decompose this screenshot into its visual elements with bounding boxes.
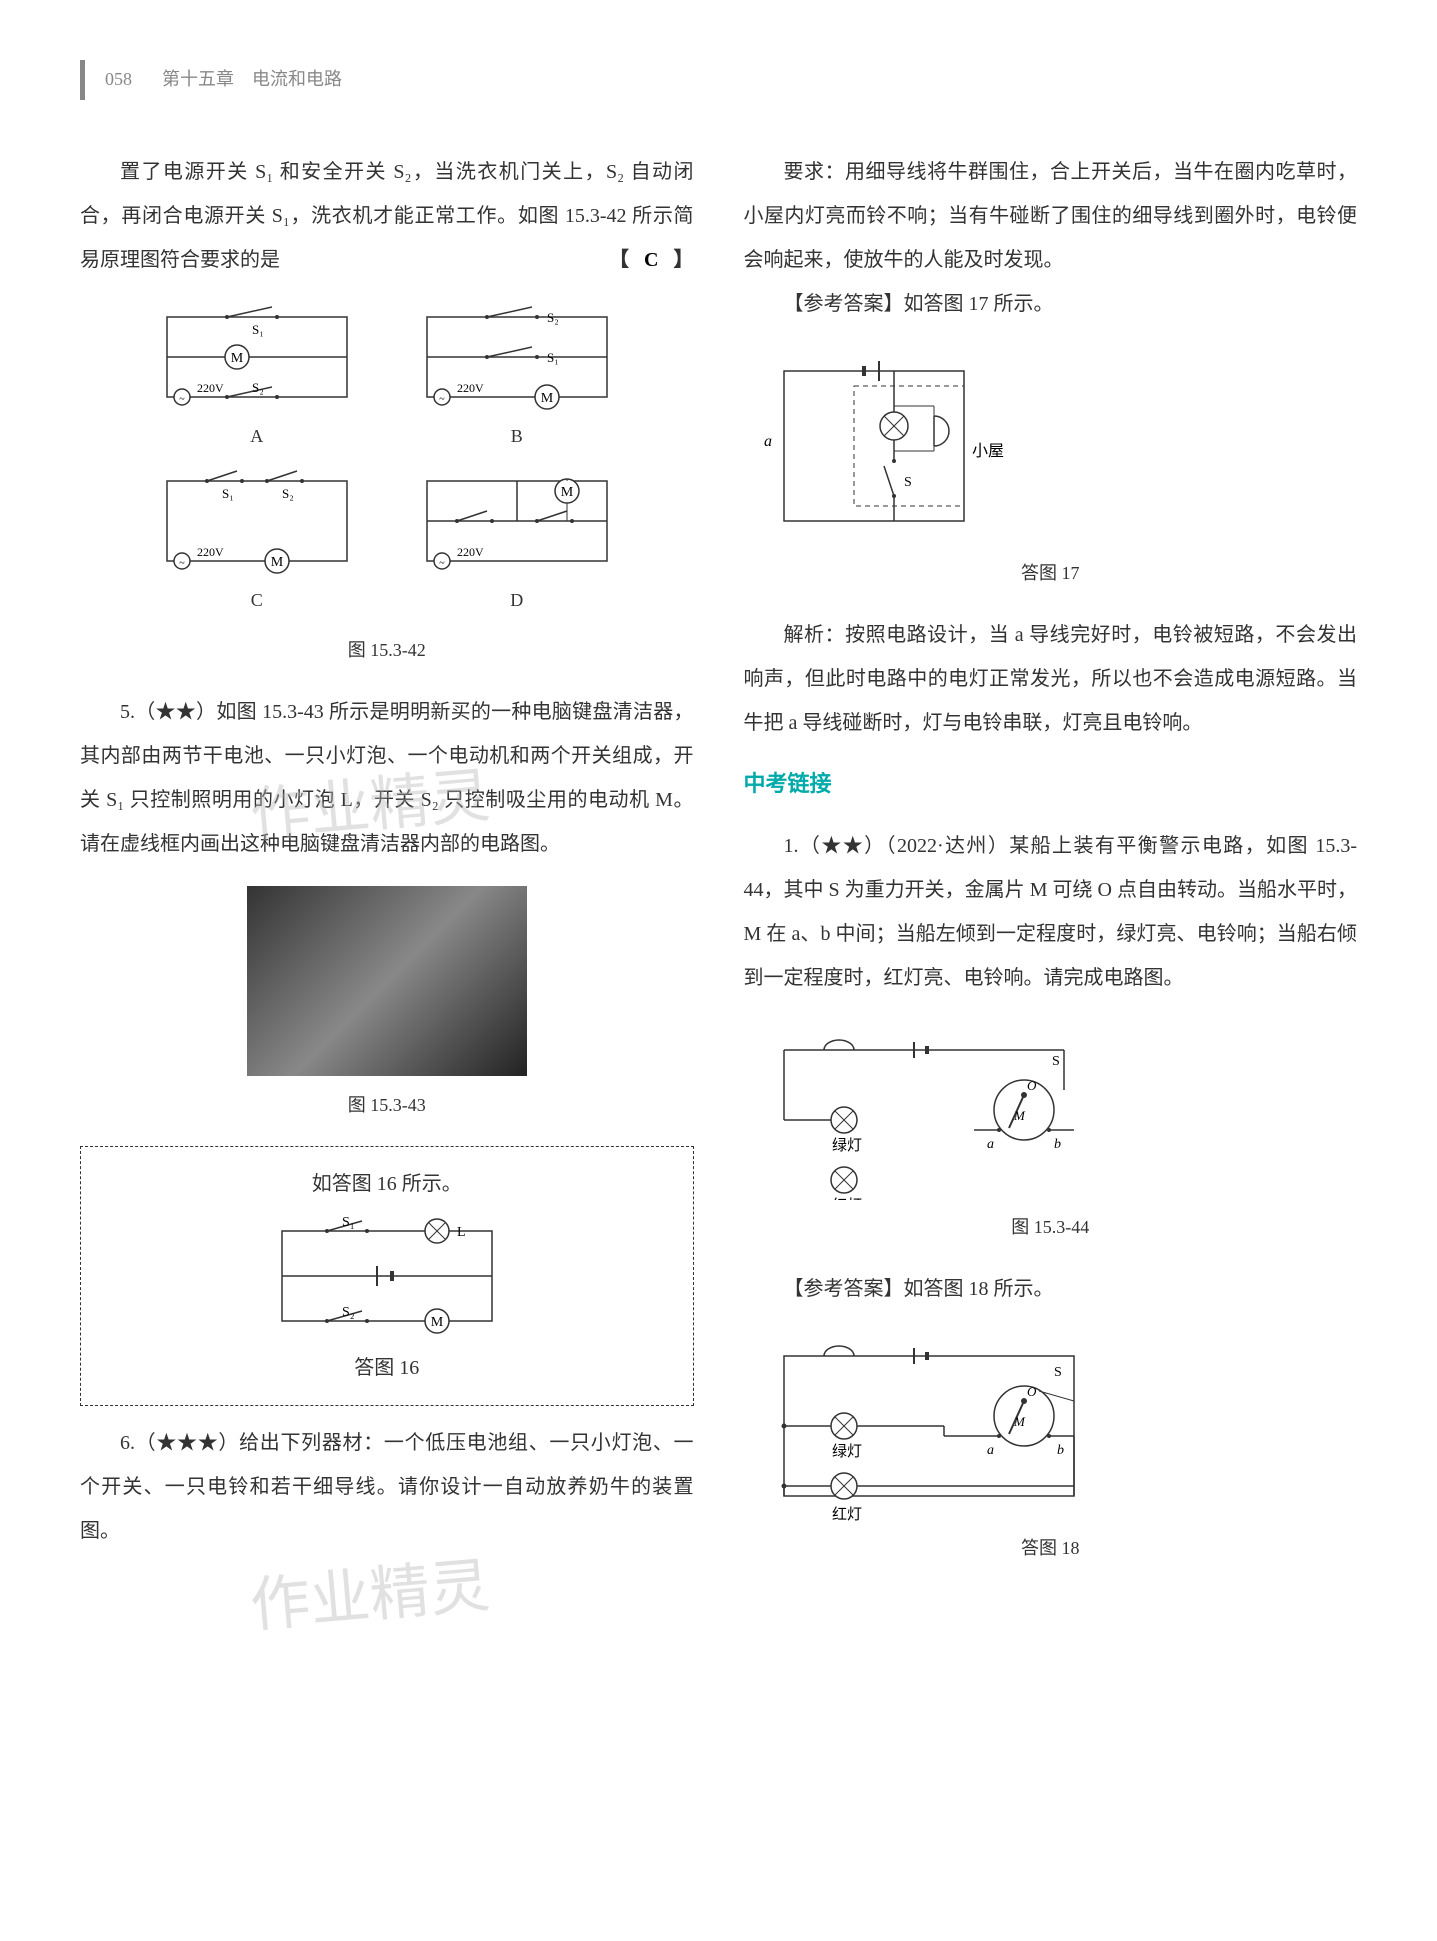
figure-15-3-42: M S₁ S₂ ~ 220V A	[80, 302, 694, 671]
svg-text:M: M	[561, 485, 574, 500]
question-5: 5.（★★）如图 15.3-43 所示是明明新买的一种电脑键盘清洁器，其内部由两…	[80, 690, 694, 866]
option-d-label: D	[407, 581, 627, 621]
svg-text:S₁: S₁	[342, 1215, 355, 1230]
svg-text:~: ~	[439, 394, 445, 405]
svg-text:S₁: S₁	[547, 350, 559, 365]
answer-18-circuit: O M S a b 绿灯 红灯	[744, 1331, 1104, 1521]
circuit-option-c: S₁ S₂ M ~ 220V C	[147, 466, 367, 621]
circuit-option-b: S₂ S₁ M ~ 220V B	[407, 302, 627, 457]
svg-text:S₁: S₁	[252, 322, 264, 337]
svg-text:220V: 220V	[197, 545, 224, 559]
page-number: 058	[105, 60, 132, 100]
svg-text:O: O	[1027, 1078, 1037, 1093]
answer-18-figure: O M S a b 绿灯 红灯	[744, 1331, 1358, 1569]
answer-letter: C	[644, 249, 658, 271]
svg-text:S₁: S₁	[222, 486, 234, 501]
q4-continuation: 置了电源开关 S₁ 和安全开关 S₂，当洗衣机门关上，S₂ 自动闭合，再闭合电源…	[80, 150, 694, 282]
answer-16-caption: 答图 16	[96, 1346, 678, 1390]
circuit-c-svg: S₁ S₂ M ~ 220V	[147, 466, 367, 576]
circuit-b-svg: S₂ S₁ M ~ 220V	[407, 302, 627, 412]
svg-text:a: a	[764, 433, 772, 450]
figure-15-3-43: 图 15.3-43	[80, 886, 694, 1126]
left-column: 置了电源开关 S₁ 和安全开关 S₂，当洗衣机门关上，S₂ 自动闭合，再闭合电源…	[80, 150, 694, 1589]
answer-17-figure: 小屋 S a 答图 17	[744, 346, 1358, 594]
svg-text:红灯: 红灯	[832, 1197, 862, 1200]
chapter-title: 第十五章 电流和电路	[162, 60, 342, 100]
svg-text:S₂: S₂	[282, 486, 294, 501]
svg-text:S₂: S₂	[252, 380, 264, 395]
answer-17-circuit: 小屋 S a	[744, 346, 1024, 546]
option-c-label: C	[147, 581, 367, 621]
figure-44-caption: 图 15.3-44	[744, 1208, 1358, 1248]
analysis-text: 解析：按照电路设计，当 a 导线完好时，电铃被短路，不会发出响声，但此时电路中的…	[744, 613, 1358, 745]
svg-text:~: ~	[439, 558, 445, 569]
svg-text:M: M	[1013, 1108, 1026, 1123]
svg-text:220V: 220V	[197, 381, 224, 395]
answer-17-caption: 答图 17	[744, 554, 1358, 594]
svg-text:绿灯: 绿灯	[832, 1137, 862, 1154]
circuit-option-d: M ~ 220V D	[407, 466, 627, 621]
figure-15-3-44: O M S a b 绿灯 红灯 图 15.3-44	[744, 1020, 1358, 1248]
svg-text:b: b	[1057, 1443, 1064, 1458]
svg-text:S₂: S₂	[342, 1305, 355, 1320]
answer-16-text: 如答图 16 所示。	[96, 1162, 678, 1206]
circuit-d-svg: M ~ 220V	[407, 466, 627, 576]
svg-text:220V: 220V	[457, 545, 484, 559]
keyboard-cleaner-photo	[247, 886, 527, 1076]
svg-text:S₂: S₂	[547, 310, 559, 325]
answer-18-header: 【参考答案】如答图 18 所示。	[744, 1267, 1358, 1311]
exam-q1: 1.（★★）（2022·达州）某船上装有平衡警示电路，如图 15.3-44，其中…	[744, 824, 1358, 1000]
figure-44-circuit: O M S a b 绿灯 红灯	[744, 1020, 1104, 1200]
answer-16-box: 如答图 16 所示。 S₁ L S₂ M 答图 16	[80, 1146, 694, 1406]
svg-text:M: M	[271, 555, 284, 570]
answer-17-header: 【参考答案】如答图 17 所示。	[744, 282, 1358, 326]
option-a-label: A	[147, 417, 367, 457]
answer-18-caption: 答图 18	[744, 1529, 1358, 1569]
right-column: 要求：用细导线将牛群围住，合上开关后，当牛在圈内吃草时，小屋内灯亮而铃不响；当有…	[744, 150, 1358, 1589]
question-6: 6.（★★★）给出下列器材：一个低压电池组、一只小灯泡、一个开关、一只电铃和若干…	[80, 1421, 694, 1553]
svg-text:S: S	[1054, 1365, 1062, 1380]
svg-text:~: ~	[179, 558, 185, 569]
figure-43-caption: 图 15.3-43	[80, 1086, 694, 1126]
svg-text:M: M	[541, 391, 554, 406]
svg-text:S: S	[904, 475, 912, 490]
answer-bracket: 【 C 】	[569, 238, 693, 282]
content-area: 置了电源开关 S₁ 和安全开关 S₂，当洗衣机门关上，S₂ 自动闭合，再闭合电源…	[80, 150, 1357, 1589]
figure-42-caption: 图 15.3-42	[80, 631, 694, 671]
circuit-a-svg: M S₁ S₂ ~ 220V	[147, 302, 367, 412]
option-b-label: B	[407, 417, 627, 457]
svg-text:M: M	[231, 351, 244, 366]
svg-text:小屋: 小屋	[972, 442, 1004, 460]
svg-text:S: S	[1052, 1054, 1060, 1069]
svg-text:~: ~	[179, 394, 185, 405]
svg-text:M: M	[1013, 1414, 1026, 1429]
answer-16-circuit: S₁ L S₂ M	[257, 1211, 517, 1341]
svg-text:M: M	[431, 1315, 444, 1330]
exam-link-section: 中考链接	[744, 760, 1358, 808]
svg-text:b: b	[1054, 1137, 1061, 1152]
svg-text:L: L	[457, 1225, 466, 1240]
svg-text:绿灯: 绿灯	[832, 1443, 862, 1460]
q6-requirements: 要求：用细导线将牛群围住，合上开关后，当牛在圈内吃草时，小屋内灯亮而铃不响；当有…	[744, 150, 1358, 282]
svg-text:a: a	[987, 1443, 994, 1458]
svg-text:220V: 220V	[457, 381, 484, 395]
svg-text:O: O	[1027, 1384, 1037, 1399]
page-header: 058 第十五章 电流和电路	[80, 60, 1357, 100]
svg-text:红灯: 红灯	[832, 1506, 862, 1521]
circuit-option-a: M S₁ S₂ ~ 220V A	[147, 302, 367, 457]
svg-text:a: a	[987, 1137, 994, 1152]
